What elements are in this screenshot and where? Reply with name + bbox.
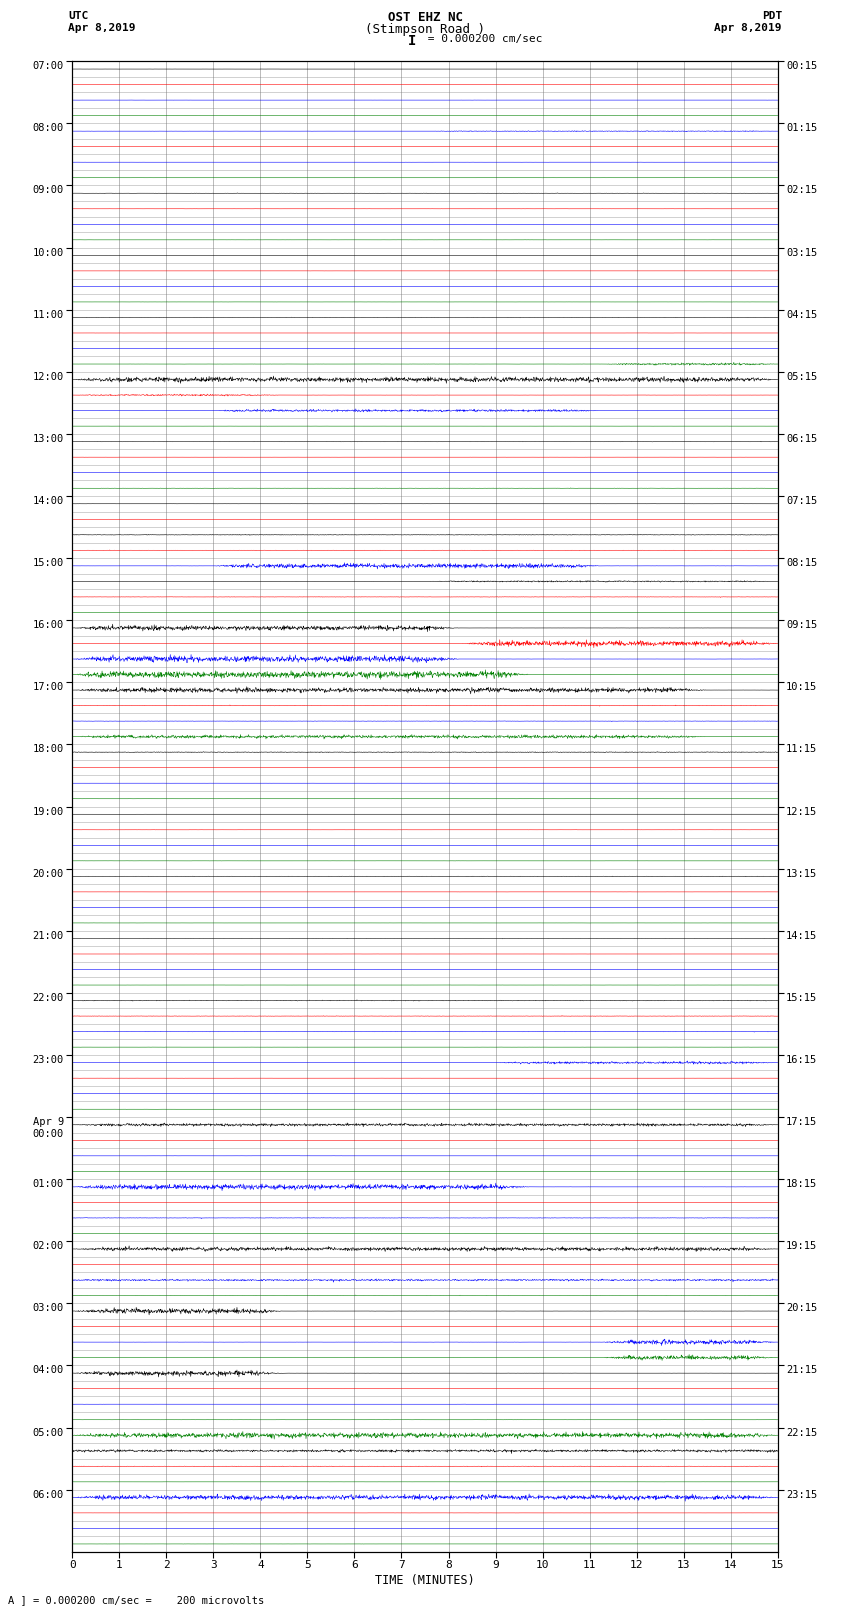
- X-axis label: TIME (MINUTES): TIME (MINUTES): [375, 1574, 475, 1587]
- Text: OST EHZ NC: OST EHZ NC: [388, 11, 462, 24]
- Text: Apr 8,2019: Apr 8,2019: [68, 23, 135, 32]
- Text: UTC: UTC: [68, 11, 88, 21]
- Text: (Stimpson Road ): (Stimpson Road ): [365, 23, 485, 35]
- Text: I: I: [408, 34, 416, 48]
- Text: Apr 8,2019: Apr 8,2019: [715, 23, 782, 32]
- Text: A ] = 0.000200 cm/sec =    200 microvolts: A ] = 0.000200 cm/sec = 200 microvolts: [8, 1595, 264, 1605]
- Text: PDT: PDT: [762, 11, 782, 21]
- Text: = 0.000200 cm/sec: = 0.000200 cm/sec: [421, 34, 542, 44]
